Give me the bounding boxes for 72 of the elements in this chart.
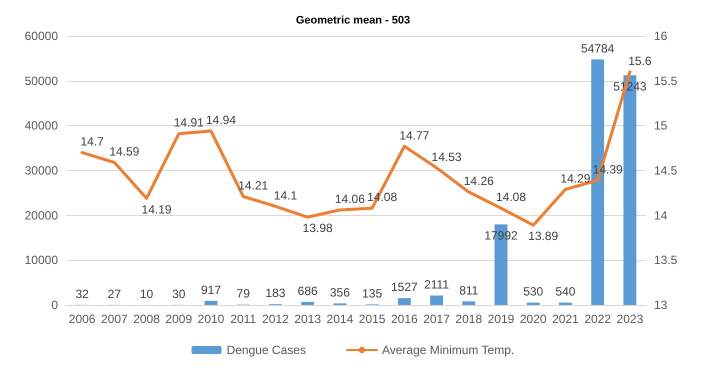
data-label: 30 xyxy=(172,286,186,301)
x-tick-label: 2014 xyxy=(326,312,354,326)
x-tick-label: 2015 xyxy=(358,312,386,326)
y2-tick-label: 14 xyxy=(654,208,668,222)
data-label: 183 xyxy=(265,286,286,300)
x-tick-label: 2010 xyxy=(198,312,225,326)
chart-title: Geometric mean - 503 xyxy=(296,14,410,26)
data-label: 13.98 xyxy=(302,221,334,236)
y-tick-label: 0 xyxy=(51,298,58,312)
data-label: 14.91 xyxy=(174,116,204,130)
y2-tick-label: 13 xyxy=(654,298,668,312)
data-label: 530 xyxy=(523,284,544,299)
bar xyxy=(204,300,218,305)
y-tick-label: 20000 xyxy=(24,208,58,222)
bar xyxy=(462,301,476,305)
x-tick-label: 2009 xyxy=(165,312,192,326)
x-tick-label: 2021 xyxy=(552,312,580,326)
legend-label: Average Minimum Temp. xyxy=(382,343,514,357)
data-label: 2111 xyxy=(424,278,450,292)
y2-tick-label: 16 xyxy=(654,29,668,43)
data-label: 14.21 xyxy=(238,178,269,193)
data-label: 15.6 xyxy=(628,54,652,68)
x-tick-label: 2018 xyxy=(455,312,482,326)
data-label: 14.08 xyxy=(496,190,526,204)
x-tick-label: 2011 xyxy=(230,312,256,326)
legend-label: Dengue Cases xyxy=(226,343,306,357)
data-label: 811 xyxy=(459,283,479,298)
data-label: 686 xyxy=(298,284,318,298)
x-tick-label: 2016 xyxy=(390,312,418,326)
data-label: 356 xyxy=(330,285,350,300)
x-tick-label: 2017 xyxy=(423,312,450,326)
data-label: 135 xyxy=(362,286,382,300)
x-tick-label: 2013 xyxy=(294,312,322,326)
data-label: 917 xyxy=(200,282,222,297)
y-tick-label: 10000 xyxy=(24,253,58,268)
x-tick-label: 2023 xyxy=(616,312,644,326)
bar xyxy=(398,298,411,305)
x-tick-label: 2020 xyxy=(520,312,547,326)
y-tick-label: 30000 xyxy=(24,164,58,178)
data-label: 14.53 xyxy=(432,150,462,164)
data-label: 540 xyxy=(555,284,576,299)
x-tick-label: 2012 xyxy=(262,312,290,326)
x-tick-label: 2019 xyxy=(488,312,515,326)
x-tick-label: 2007 xyxy=(100,312,128,326)
y-tick-label: 60000 xyxy=(24,29,58,43)
x-tick-label: 2008 xyxy=(133,312,160,326)
data-label: 27 xyxy=(108,286,122,301)
y2-tick-label: 14.5 xyxy=(654,164,678,178)
data-label: 10 xyxy=(140,286,154,301)
bar xyxy=(430,296,443,305)
data-label: 79 xyxy=(236,286,250,301)
y-tick-label: 40000 xyxy=(24,118,58,133)
data-label: 14.77 xyxy=(399,128,430,142)
bar xyxy=(301,302,314,305)
data-label: 14.19 xyxy=(142,202,172,216)
x-tick-label: 2006 xyxy=(68,312,96,326)
data-label: 54784 xyxy=(580,41,615,56)
y2-tick-label: 15 xyxy=(654,118,668,133)
data-label: 13.89 xyxy=(528,229,559,244)
data-label: 14.94 xyxy=(206,113,236,128)
x-tick-label: 2022 xyxy=(584,312,612,326)
data-label: 14.26 xyxy=(464,174,494,188)
data-label: 14.59 xyxy=(109,144,140,158)
data-label: 1527 xyxy=(390,280,418,294)
data-label: 14.7 xyxy=(80,134,104,149)
y2-tick-label: 13.5 xyxy=(654,253,678,268)
y-tick-label: 50000 xyxy=(24,74,58,88)
y2-tick-label: 15.5 xyxy=(654,74,678,88)
data-label: 14.1 xyxy=(274,188,298,202)
data-label: 32 xyxy=(75,286,90,301)
data-label: 14.06 xyxy=(334,192,366,206)
data-label: 14.29 xyxy=(560,171,591,186)
